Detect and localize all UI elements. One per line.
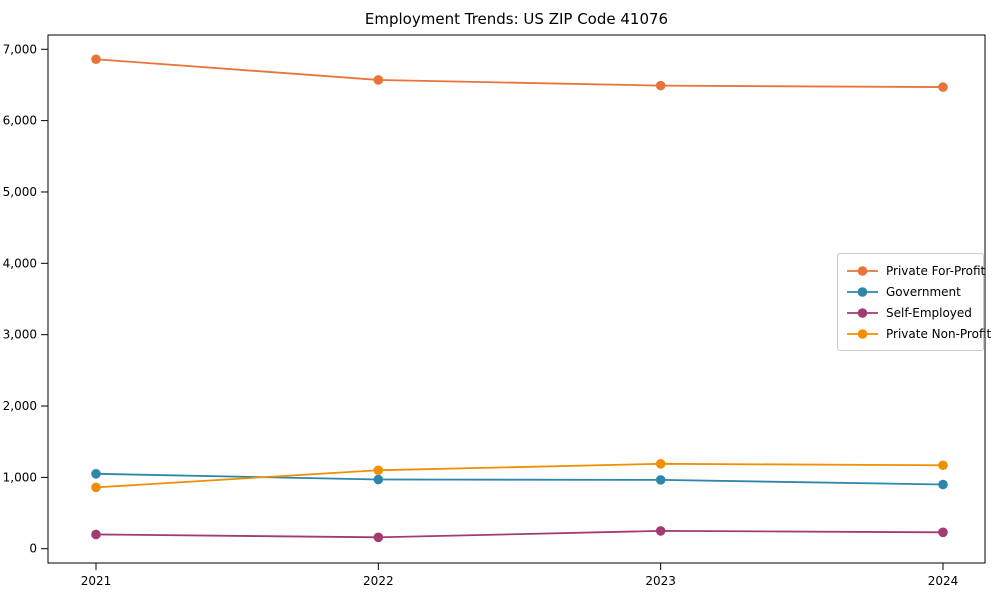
y-tick-label: 0 [29,542,37,556]
data-point-private-for-profit [373,75,384,85]
legend-item-private-non-profit: Private Non-Profit [846,324,991,344]
data-point-private-non-profit [373,465,384,476]
data-point-self-employed [938,527,948,538]
legend-line-marker-icon [847,329,878,339]
data-point-private-non-profit [655,459,666,469]
data-point-private-for-profit [91,54,101,65]
y-tick-label: 5,000 [3,185,37,199]
y-tick-label: 3,000 [3,328,37,342]
x-tick-label: 2021 [81,574,112,588]
legend-line-marker-icon [847,287,878,297]
legend-label-private-non-profit: Private Non-Profit [886,327,992,341]
y-tick-label: 4,000 [3,256,37,270]
series-line-private-non-profit [95,462,944,489]
data-point-self-employed [655,526,666,536]
data-point-private-non-profit [91,482,101,493]
data-point-private-for-profit [655,80,666,91]
plot-border [47,34,986,564]
chart-title: Employment Trends: US ZIP Code 41076 [364,10,669,28]
legend-item-self-employed: Self-Employed [846,303,975,323]
y-tick-label: 2,000 [3,399,37,413]
legend-item-private-for-profit: Private For-Profit [846,261,985,281]
data-point-government [655,475,666,485]
legend-label-government: Government [886,285,961,299]
legend-line-marker-icon [847,266,878,276]
data-point-self-employed [91,529,101,540]
data-point-private-non-profit [938,460,948,471]
data-point-self-employed [373,532,384,543]
data-point-government [91,469,101,479]
legend-label-private-for-profit: Private For-Profit [886,264,986,278]
legend: Private For-Profit Government Self-Employe… [837,253,991,351]
series-line-private-for-profit [95,58,944,88]
data-point-government [373,474,384,485]
y-tick-label: 7,000 [3,42,37,56]
legend-label-self-employed: Self-Employed [886,306,972,320]
series-line-government [95,472,944,486]
x-tick-label: 2024 [928,574,959,588]
x-tick-label: 2022 [363,574,394,588]
x-tick-label: 2023 [645,574,676,588]
legend-line-marker-icon [847,308,878,318]
data-point-private-for-profit [938,82,948,92]
y-tick-label: 6,000 [3,114,37,128]
series-line-self-employed [95,529,944,539]
y-tick-label: 1,000 [3,470,37,484]
data-point-government [938,479,948,490]
legend-item-government: Government [846,282,975,302]
